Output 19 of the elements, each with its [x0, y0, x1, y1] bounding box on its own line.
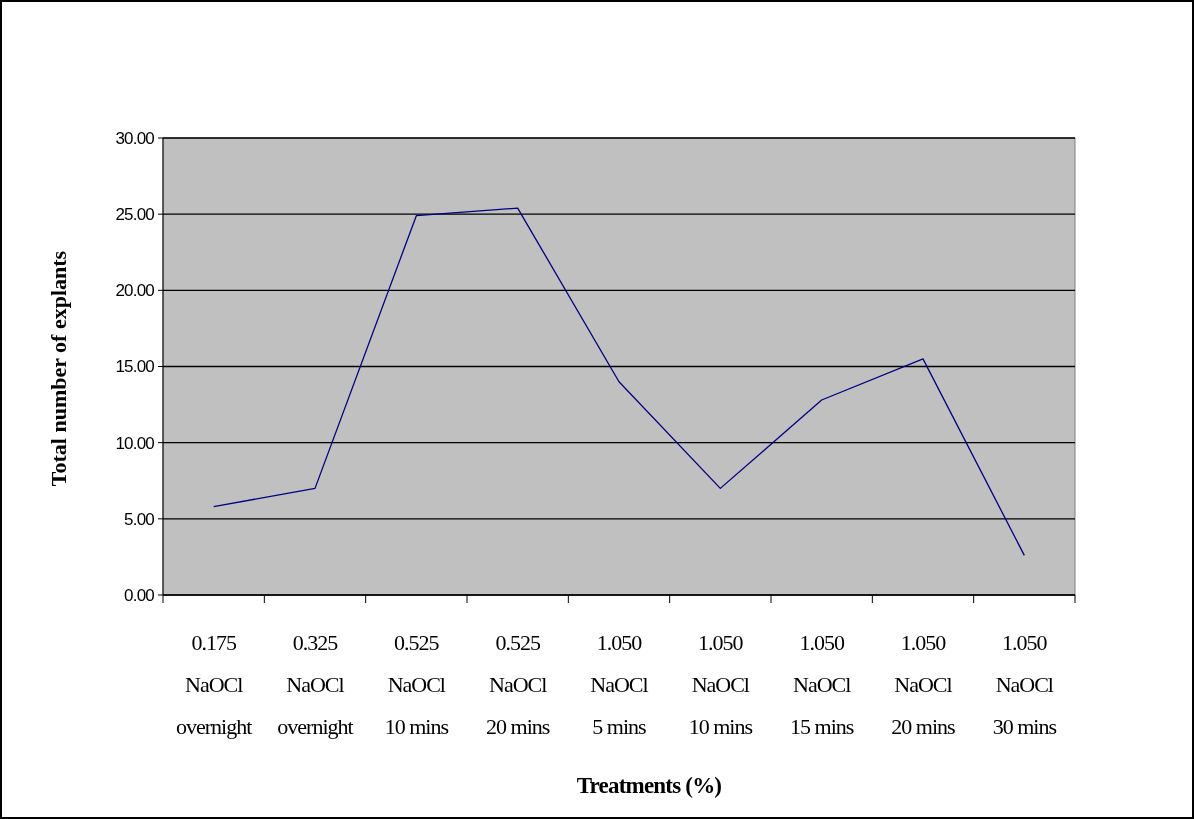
x-tick-label: 1.050 NaOCl 20 mins	[891, 630, 956, 739]
x-tick-label: 0.325 NaOCl overnight	[277, 630, 354, 739]
y-tick-label: 15.00	[115, 357, 155, 377]
x-tick-label: 1.050 NaOCl 10 mins	[688, 630, 753, 739]
x-tick-label: 1.050 NaOCl 5 mins	[590, 630, 649, 739]
x-axis-title: Treatments (%)	[576, 773, 722, 798]
y-axis-title: Total number of explants	[46, 250, 71, 487]
y-tick-label: 30.00	[115, 128, 155, 148]
x-tick-label: 0.525 NaOCl 20 mins	[486, 630, 550, 739]
y-tick-label: 20.00	[115, 281, 155, 301]
x-tick-label: 0.175 NaOCl overnight	[176, 630, 253, 739]
x-tick-label: 1.050 NaOCl 30 mins	[992, 630, 1057, 739]
y-tick-label: 5.00	[124, 509, 155, 529]
y-tick-label: 10.00	[115, 433, 155, 453]
y-tick-label: 0.00	[124, 585, 155, 605]
x-tick-label: 0.525 NaOCl 10 mins	[384, 630, 449, 739]
y-tick-label: 25.00	[115, 205, 155, 225]
x-tick-label: 1.050 NaOCl 15 mins	[790, 630, 854, 739]
line-series	[213, 207, 1025, 557]
